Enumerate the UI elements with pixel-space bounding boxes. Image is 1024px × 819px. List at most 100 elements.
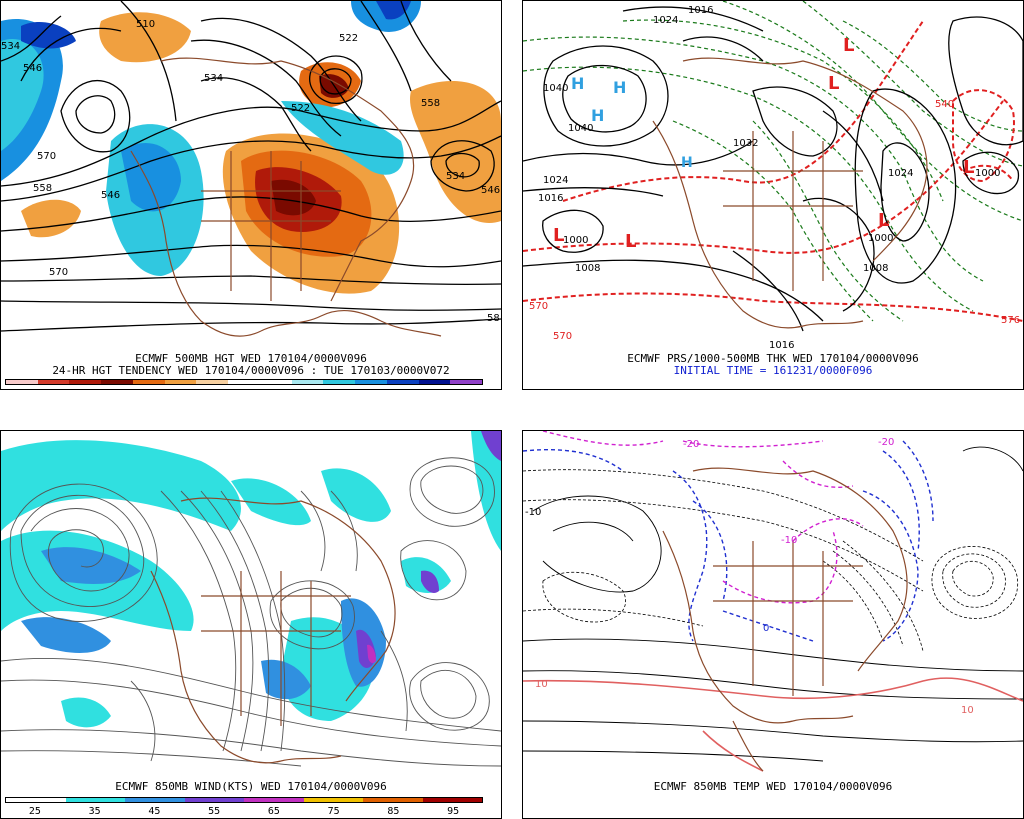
panel-pressure-thickness: H H H H L L L L L L 1024 1040 1040 1032 …	[522, 0, 1024, 390]
colorbar-tick-label: -24	[76, 388, 94, 389]
colorbar-swatch	[244, 798, 304, 802]
panel-850mb-wind: ECMWF 850MB WIND(KTS) WED 170104/0000V09…	[0, 430, 502, 819]
colorbar-swatch	[355, 380, 387, 384]
contour-label: 510	[136, 19, 155, 30]
colorbar-swatch	[6, 798, 66, 802]
isobar-label: 1000	[868, 233, 893, 244]
colorbar-swatch	[184, 798, 244, 802]
colorbar-swatch	[37, 380, 70, 384]
temp-label: -10	[781, 535, 797, 546]
colorbar-swatch	[303, 798, 363, 802]
isobar-label: 1016	[538, 193, 563, 204]
tendency-colorbar-ticks: -36 -24 -18 -12 -9 -6 6 9 12 18 24 36	[5, 388, 483, 389]
contour-label: 534	[446, 171, 465, 182]
colorbar-swatch	[422, 798, 482, 802]
colorbar-swatch	[450, 380, 483, 384]
colorbar-tick-label: -9	[174, 388, 186, 389]
panel-caption: ECMWF 850MB WIND(KTS) WED 170104/0000V09…	[115, 780, 387, 793]
colorbar-tick-label: -36	[44, 388, 62, 389]
isobar-label: 1024	[543, 175, 568, 186]
isobars	[523, 6, 1023, 332]
low-center: L	[843, 35, 854, 56]
colorbar-tick-label: 25	[28, 806, 41, 817]
isobar-label: 1016	[769, 340, 794, 351]
colorbar-swatch	[132, 380, 165, 384]
high-center: H	[591, 106, 604, 125]
colorbar-tick-label: 45	[148, 806, 161, 817]
colorbar-swatch	[69, 380, 102, 384]
colorbar-tick-label: -18	[108, 388, 126, 389]
thickness-label: 570	[553, 331, 572, 342]
high-center: H	[613, 78, 626, 97]
thickness-label: 540	[935, 99, 954, 110]
colorbar-tick-label: 75	[327, 806, 340, 817]
thickness-cold-contours	[523, 1, 1023, 322]
contour-label: 558	[421, 98, 440, 109]
colorbar-swatch	[196, 380, 229, 384]
colorbar-tick-label: 18	[334, 388, 346, 389]
low-center: L	[878, 210, 889, 231]
colorbar-tick-label: 65	[267, 806, 280, 817]
high-center: H	[571, 74, 584, 93]
low-center: L	[625, 231, 636, 252]
thickness-label: 570	[529, 301, 548, 312]
contour-label: 534	[1, 41, 20, 52]
temp-label: 0	[763, 623, 769, 634]
panel-caption: 24-HR HGT TENDENCY WED 170104/0000V096 :…	[52, 364, 450, 377]
colorbar-tick-label: 9	[273, 388, 279, 389]
coastlines	[150, 497, 396, 764]
temp-label: -10	[525, 507, 541, 518]
panel-500mb-height: 534 510 546 522 534 558 570 558 546 534 …	[0, 0, 502, 390]
contour-label: 570	[49, 267, 68, 278]
isobar-label: 1032	[733, 138, 758, 149]
wind-colorbar	[5, 797, 483, 803]
colorbar-swatch	[6, 380, 38, 384]
high-center: H	[681, 155, 693, 171]
temp-label: -20	[683, 439, 699, 450]
colorbar-tick-label: -6	[206, 388, 218, 389]
height-contour-labels: 534 510 546 522 534 558 570 558 546 534 …	[1, 19, 500, 324]
panel-850mb-temp: -20 -10 -20 -10 0 10 10 ECMWF 850MB TEMP…	[522, 430, 1024, 819]
wind-speed-shading	[1, 431, 501, 728]
map-pressure-thickness: H H H H L L L L L L 1024 1040 1040 1032 …	[523, 1, 1023, 351]
map-500mb-height: 534 510 546 522 534 558 570 558 546 534 …	[1, 1, 501, 337]
colorbar-tick-label: -12	[139, 388, 157, 389]
colorbar-swatch	[125, 798, 185, 802]
isobar-label: 1040	[568, 123, 593, 134]
initial-time-caption: INITIAL TIME = 161231/0000F096	[673, 364, 873, 377]
contour-label: 546	[481, 185, 500, 196]
colorbar-swatch	[418, 380, 451, 384]
coastlines	[652, 57, 928, 329]
tendency-colorbar	[5, 379, 483, 385]
coastlines	[130, 57, 442, 337]
colorbar-tick-label: 6	[241, 388, 247, 389]
temp-warm-contours	[523, 677, 1023, 772]
contour-label: 522	[339, 33, 358, 44]
contour-label: 558	[33, 183, 52, 194]
isobar-label: 1024	[888, 168, 913, 179]
isobar-label: 1024	[653, 15, 678, 26]
contour-label: 534	[204, 73, 223, 84]
wind-colorbar-ticks: 25 35 45 55 65 75 85 95	[5, 806, 483, 818]
colorbar-swatch	[101, 380, 133, 384]
temp-cold-contours	[523, 440, 934, 642]
contour-label: 546	[101, 190, 120, 201]
colorbar-tick-label: 95	[447, 806, 460, 817]
isobar-labels: 1024 1040 1040 1032 1016 1024 1000 1008 …	[529, 5, 1020, 351]
contour-label: 546	[23, 63, 42, 74]
low-center: L	[828, 73, 839, 94]
panel-caption: ECMWF 500MB HGT WED 170104/0000V096	[135, 352, 367, 365]
colorbar-swatch	[323, 380, 356, 384]
contour-label: 570	[37, 151, 56, 162]
colorbar-tick-label: 85	[387, 806, 400, 817]
temp-very-cold-contours	[542, 431, 864, 604]
low-center: L	[963, 157, 974, 178]
colorbar-swatch	[228, 380, 260, 384]
colorbar-tick-label: 24	[365, 388, 377, 389]
isobar-label: 1000	[563, 235, 588, 246]
map-850mb-wind	[1, 431, 501, 767]
temp-label: 10	[535, 679, 548, 690]
height-tendency-shading	[1, 1, 501, 294]
colorbar-swatch	[65, 798, 125, 802]
isobar-label: 1008	[575, 263, 600, 274]
